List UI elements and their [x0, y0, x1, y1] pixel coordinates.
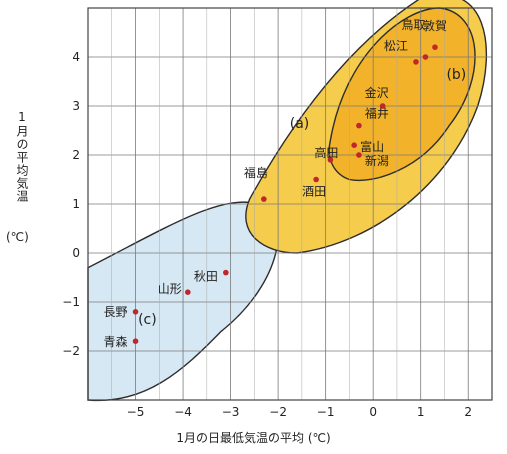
x-tick-label: 1 — [417, 405, 425, 419]
point-label-富山: 富山 — [360, 139, 384, 154]
climate-regions — [87, 0, 488, 402]
data-point-山形 — [185, 289, 191, 296]
x-axis-label: 1月の日最低気温の平均 — [176, 431, 304, 445]
point-label-秋田: 秋田 — [194, 270, 218, 284]
data-point-福井 — [356, 122, 362, 129]
x-tick-label: 0 — [369, 405, 377, 419]
region-label: (a) — [290, 116, 310, 132]
data-point-松江 — [413, 59, 419, 65]
point-label-福島: 福島 — [244, 165, 268, 180]
point-label-青森: 青森 — [104, 334, 128, 349]
data-point-福島 — [261, 196, 267, 202]
point-label-高田: 高田 — [314, 145, 338, 160]
point-label-福井: 福井 — [365, 106, 389, 121]
point-label-松江: 松江 — [384, 39, 408, 53]
region-label: (c) — [138, 312, 157, 328]
data-point-鳥取 — [422, 54, 429, 60]
x-axis-unit: (℃) — [307, 431, 331, 445]
x-tick-label: −3 — [222, 405, 240, 419]
y-tick-label: 4 — [72, 50, 80, 64]
y-tick-label: 1 — [72, 197, 80, 211]
x-tick-label: −2 — [269, 405, 287, 419]
y-tick-label: 2 — [72, 148, 80, 162]
y-axis-unit: (℃) — [6, 230, 29, 244]
y-tick-label: 3 — [72, 99, 80, 113]
y-axis-label: 1月の平均気温 — [15, 110, 29, 203]
y-tick-label: 0 — [72, 246, 80, 260]
data-point-敦賀 — [432, 44, 438, 50]
data-point-長野 — [132, 309, 139, 315]
point-label-酒田: 酒田 — [302, 185, 326, 199]
point-label-金沢: 金沢 — [365, 85, 389, 100]
x-tick-label: −5 — [127, 405, 145, 419]
region-labels: (a) (b) (c) — [138, 67, 466, 328]
point-label-長野: 長野 — [104, 305, 128, 319]
data-point-高田 — [327, 157, 334, 163]
y-tick-label: −2 — [62, 344, 80, 358]
data-point-富山 — [351, 142, 357, 148]
x-tick-label: 2 — [464, 405, 472, 419]
data-point-金沢 — [379, 103, 386, 109]
tick-labels: −5 −4 −3 −2 −1 0 1 2 −2 −1 0 1 2 3 4 — [62, 50, 472, 419]
data-point-青森 — [132, 338, 139, 345]
x-axis-label-group: 1月の日最低気温の平均 (℃) — [0, 429, 507, 446]
point-label-新潟: 新潟 — [365, 153, 389, 168]
point-label-鳥取: 鳥取 — [401, 17, 425, 32]
plot-frame — [87, 7, 493, 401]
x-tick-label: −1 — [317, 405, 335, 419]
axes — [87, 7, 493, 401]
region-label: (b) — [446, 67, 466, 83]
point-label-敦賀: 敦賀 — [423, 18, 447, 33]
y-tick-label: −1 — [62, 295, 80, 309]
data-point-酒田 — [313, 176, 319, 183]
data-point-新潟 — [356, 152, 362, 158]
point-label-山形: 山形 — [158, 282, 182, 296]
x-tick-label: −4 — [174, 405, 192, 419]
data-point-秋田 — [223, 269, 229, 276]
